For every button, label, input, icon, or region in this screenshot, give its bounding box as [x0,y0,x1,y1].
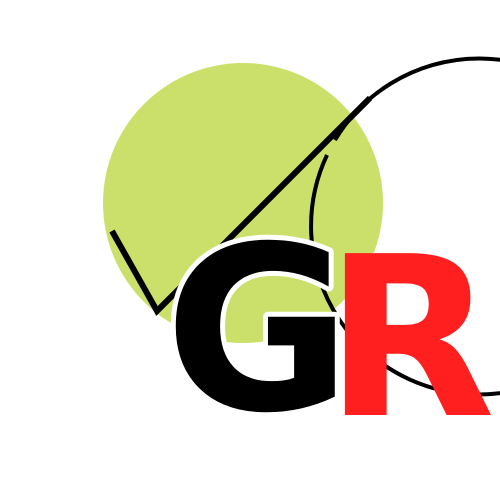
letter-g: G [164,197,351,463]
outline-circle [309,56,500,397]
green-circle [103,63,383,343]
checkmark-icon [109,95,373,316]
letter-r: R [325,210,496,468]
